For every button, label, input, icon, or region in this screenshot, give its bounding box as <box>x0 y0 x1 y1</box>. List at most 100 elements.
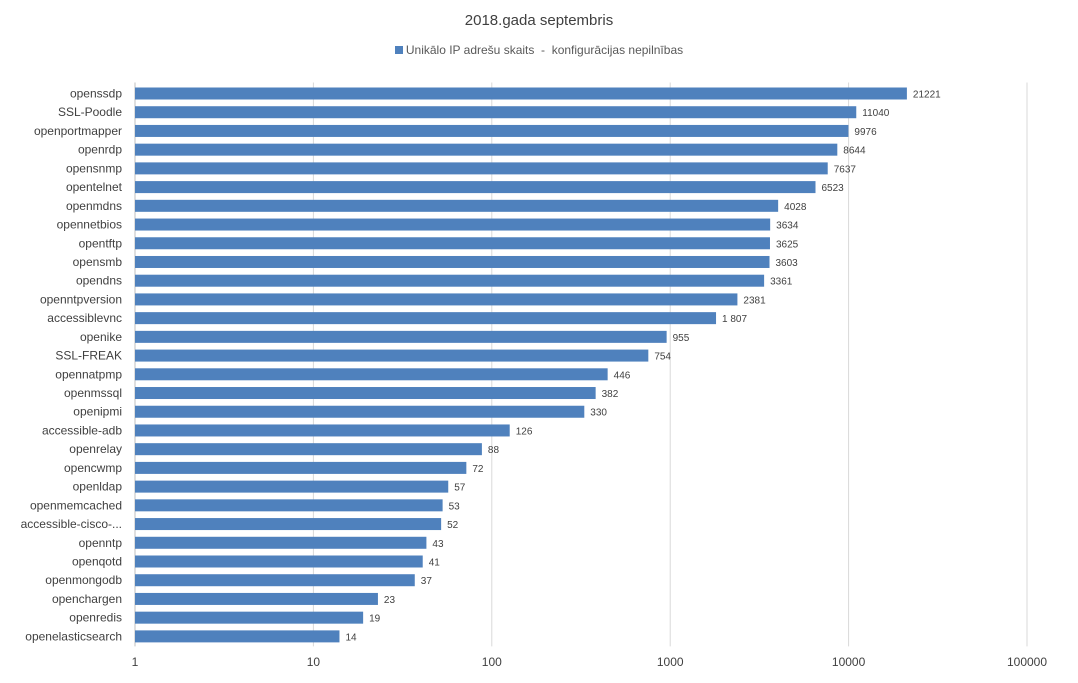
x-tick-label: 10 <box>307 655 321 669</box>
bar <box>135 480 449 493</box>
category-label: openredis <box>69 611 122 625</box>
category-label: openrelay <box>69 442 122 456</box>
value-label: 9976 <box>854 127 877 138</box>
category-label: openntpversion <box>40 292 122 306</box>
bar <box>135 368 608 381</box>
bar <box>135 162 828 175</box>
category-label: openike <box>80 330 122 344</box>
value-label: 3603 <box>776 258 799 269</box>
value-label: 21221 <box>913 90 941 101</box>
legend-swatch <box>394 46 403 54</box>
value-label: 446 <box>614 370 631 381</box>
category-label: opennetbios <box>57 218 122 232</box>
bar <box>135 237 770 250</box>
bar <box>135 274 765 287</box>
value-label: 3634 <box>776 221 799 232</box>
bar <box>135 387 596 400</box>
bar <box>135 592 378 605</box>
category-label: openipmi <box>73 405 122 419</box>
value-label: 41 <box>429 558 441 569</box>
category-label: opencwmp <box>64 461 122 475</box>
x-tick-label: 100000 <box>1007 655 1047 669</box>
value-label: 52 <box>447 520 459 531</box>
bar <box>135 611 364 624</box>
bar <box>135 181 816 194</box>
value-label: 23 <box>384 595 396 606</box>
value-label: 53 <box>449 501 461 512</box>
value-label: 3625 <box>776 239 799 250</box>
x-tick-label: 100 <box>482 655 502 669</box>
x-tick-label: 1000 <box>657 655 684 669</box>
value-label: 330 <box>590 408 607 419</box>
value-label: 7637 <box>834 164 857 175</box>
x-tick-label: 1 <box>132 655 139 669</box>
value-label: 72 <box>472 464 484 475</box>
category-label: opensnmp <box>66 161 122 175</box>
category-label: openchargen <box>52 592 122 606</box>
bar <box>135 255 770 268</box>
category-label: SSL-FREAK <box>55 349 122 363</box>
value-label: 3361 <box>770 277 793 288</box>
value-label: 1 807 <box>722 314 747 325</box>
bar <box>135 349 649 362</box>
bar <box>135 143 838 156</box>
category-labels: openssdp SSL-Poodle openportmapper openrdp o… <box>21 87 123 644</box>
category-label: openelasticsearch <box>25 629 122 643</box>
category-label: openqotd <box>72 555 122 569</box>
category-label: openportmapper <box>34 124 122 138</box>
category-label: opennatpmp <box>55 367 122 381</box>
bar <box>135 405 585 418</box>
bar <box>135 199 779 212</box>
legend-label: Unikālo IP adrešu skaits - konfigurācija… <box>405 43 684 57</box>
legend: Unikālo IP adrešu skaits - konfigurācija… <box>0 43 1078 57</box>
bar <box>135 518 442 531</box>
bar <box>135 574 415 587</box>
bar <box>135 218 771 231</box>
grid-lines <box>134 82 1028 647</box>
bar <box>135 499 443 512</box>
category-label: openmongodb <box>45 573 122 587</box>
value-label: 126 <box>516 426 533 437</box>
value-labels: 21221 11040 9976 8644 7637 6523 4028 3634 3625 36… <box>345 90 941 644</box>
bar <box>135 630 340 643</box>
value-label: 955 <box>673 333 690 344</box>
value-label: 4028 <box>784 202 807 213</box>
bar <box>135 330 667 343</box>
bar <box>135 87 907 100</box>
bar <box>135 443 482 456</box>
category-label: openmssql <box>64 386 122 400</box>
value-label: 2381 <box>743 295 766 306</box>
bar <box>135 461 467 474</box>
value-label: 19 <box>369 614 381 625</box>
category-label: openrdp <box>78 143 122 157</box>
bar <box>135 536 427 549</box>
category-label: openldap <box>73 480 123 494</box>
category-label: opentelnet <box>66 180 123 194</box>
value-label: 754 <box>654 352 671 363</box>
bar <box>135 424 510 437</box>
x-axis-tick-labels: 1 10 100 1000 10000 100000 <box>132 655 1048 669</box>
category-label: accessible-adb <box>42 423 122 437</box>
category-label: openntp <box>79 536 123 550</box>
bar <box>135 293 738 306</box>
category-label: openmemcached <box>30 498 122 512</box>
category-label: accessible-cisco-... <box>21 517 122 531</box>
bars <box>135 87 907 643</box>
value-label: 382 <box>602 389 619 400</box>
bar <box>135 312 717 325</box>
chart-title: 2018.gada septembris <box>464 12 614 29</box>
value-label: 14 <box>345 632 357 643</box>
category-label: SSL-Poodle <box>58 105 122 119</box>
value-label: 6523 <box>821 183 844 194</box>
value-label: 88 <box>488 445 500 456</box>
value-label: 57 <box>454 483 466 494</box>
value-label: 8644 <box>843 146 866 157</box>
category-label: openmdns <box>66 199 122 213</box>
bar <box>135 106 857 119</box>
bar <box>135 555 423 568</box>
x-tick-label: 10000 <box>832 655 866 669</box>
category-label: opendns <box>76 274 122 288</box>
category-label: accessiblevnc <box>47 311 122 325</box>
value-label: 11040 <box>862 108 890 119</box>
